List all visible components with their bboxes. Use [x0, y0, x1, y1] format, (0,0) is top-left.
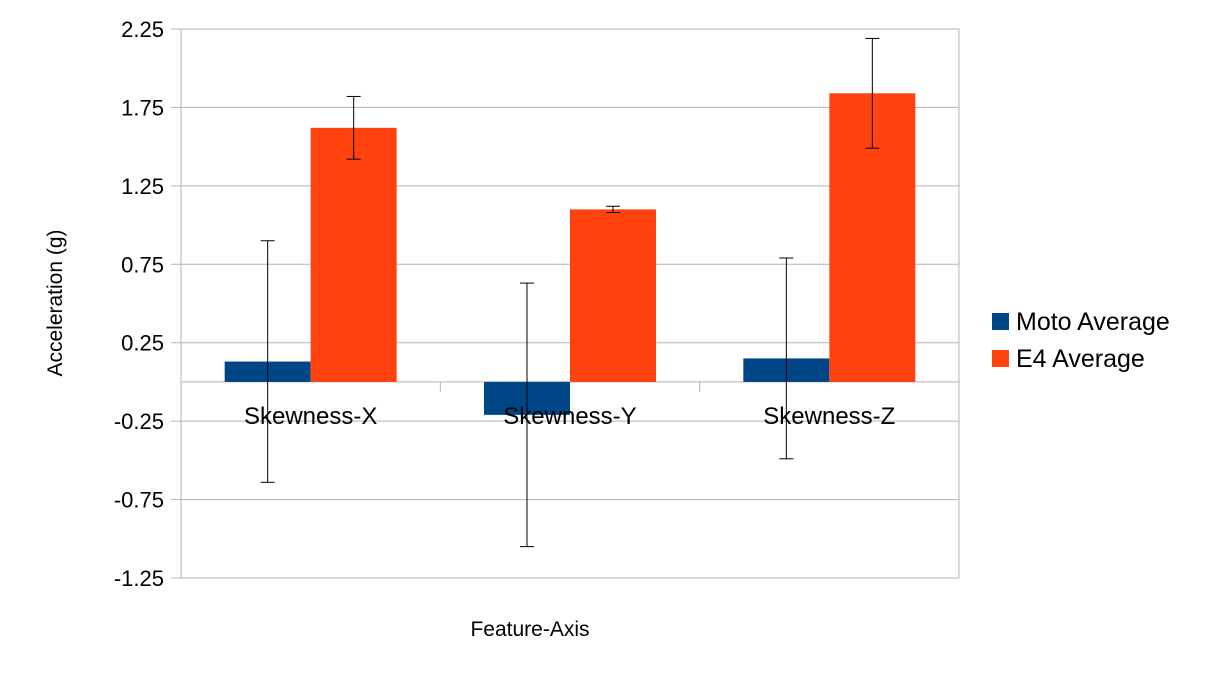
- y-tick-label: 1.75: [121, 95, 164, 120]
- legend-label: Moto Average: [1016, 308, 1170, 336]
- error-bars: [260, 37, 880, 548]
- plot-area: [180, 28, 960, 579]
- x-category-label: Skewness-X: [244, 403, 377, 430]
- y-tick-label: -0.75: [114, 488, 164, 513]
- x-category-label: Skewness-Z: [763, 403, 895, 430]
- x-category-label: Skewness-Y: [503, 403, 636, 430]
- bar: [570, 209, 656, 382]
- y-tick-label: -0.25: [114, 409, 164, 434]
- legend-label: E4 Average: [1016, 345, 1145, 373]
- x-category-labels: Skewness-X Skewness-Y Skewness-Z: [244, 403, 895, 430]
- y-tick-label: -1.25: [114, 566, 164, 591]
- bar: [310, 127, 397, 382]
- y-tick-label: 2.25: [121, 17, 164, 42]
- y-tick-labels: -1.25 -0.75 -0.25 0.25 0.75 1.25 1.75 2.25: [114, 17, 164, 591]
- y-tick-label: 1.25: [121, 174, 164, 199]
- y-axis-title: Acceleration (g): [44, 229, 67, 376]
- legend: Moto Average E4 Average: [992, 308, 1170, 373]
- legend-swatch: [992, 313, 1009, 330]
- x-axis-title: Feature-Axis: [470, 618, 589, 641]
- y-tick-label: 0.75: [121, 252, 164, 277]
- bars: [224, 93, 916, 415]
- y-tick-label: 0.25: [121, 331, 164, 356]
- legend-swatch: [992, 350, 1009, 367]
